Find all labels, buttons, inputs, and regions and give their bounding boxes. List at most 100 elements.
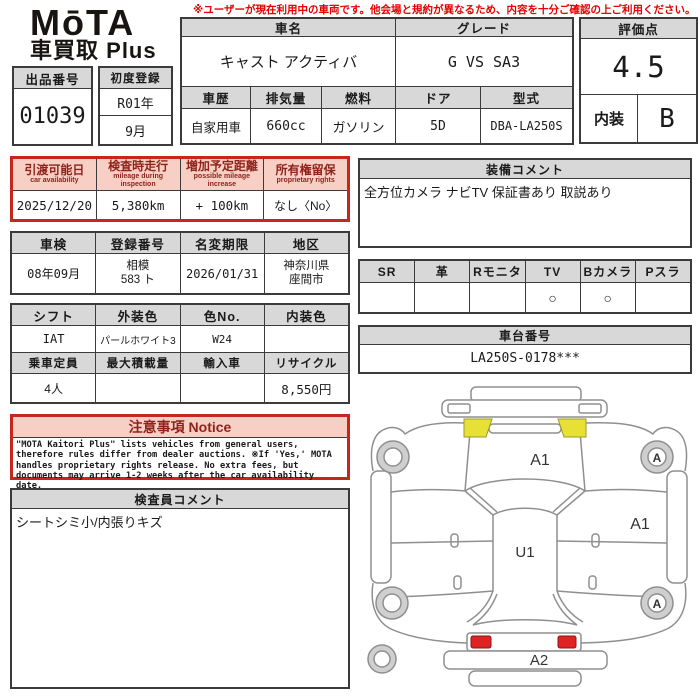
damage-mark-yellow-right bbox=[557, 418, 587, 438]
back-camera-value: ○ bbox=[581, 283, 636, 312]
damage-mark-red-right bbox=[557, 635, 577, 649]
vehicle-fuel-value: ガソリン bbox=[322, 109, 396, 143]
equipment-comment-title: 装備コメント bbox=[360, 160, 690, 179]
interior-grade-value: B bbox=[659, 103, 675, 134]
proprietary-rights-header-jp: 所有権留保 bbox=[275, 163, 336, 177]
plate-number-label: 登録番号 bbox=[96, 233, 181, 254]
recycle-label: リサイクル bbox=[264, 353, 348, 374]
district-label: 地区 bbox=[264, 233, 348, 254]
mileage-increase-header: 増加予定距離 possible mileage increase bbox=[180, 159, 265, 191]
power-slide-label: Pスラ bbox=[635, 261, 691, 283]
import-value bbox=[181, 374, 265, 402]
proprietary-rights-header-en: proprietary rights bbox=[276, 177, 335, 184]
damage-mark-red-left bbox=[470, 635, 492, 649]
color-no-value: W24 bbox=[180, 326, 265, 353]
vehicle-displacement-value: 660cc bbox=[251, 109, 322, 143]
notice-body: "MOTA Kaitori Plus" lists vehicles from … bbox=[16, 440, 332, 492]
car-damage-diagram: A1 A1 U1 A2 A A bbox=[367, 386, 688, 687]
chassis-number-label: 車台番号 bbox=[360, 327, 690, 345]
power-slide-value bbox=[636, 283, 690, 312]
vehicle-model-value: DBA-LA250S bbox=[490, 119, 563, 133]
roof-damage-label: U1 bbox=[515, 544, 534, 561]
mileage-increase-value: + 100km bbox=[181, 191, 265, 219]
rear-monitor-label: Rモニタ bbox=[470, 261, 526, 283]
door-handle bbox=[453, 575, 462, 590]
vehicle-door-value: 5D bbox=[396, 109, 481, 143]
availability-header-jp: 引渡可能日 bbox=[24, 163, 85, 177]
color-no-label: 色No. bbox=[180, 305, 265, 326]
damage-mark-yellow-left bbox=[463, 418, 493, 438]
left-side-panel bbox=[370, 470, 392, 584]
chassis-number-value: LA250S-0178*** bbox=[470, 351, 580, 366]
name-change-deadline-value: 2026/01/31 bbox=[181, 254, 265, 293]
mileage-header: 検査時走行 mileage during inspection bbox=[96, 159, 181, 191]
shaken-label: 車検 bbox=[12, 233, 97, 254]
vehicle-name-label: 車名 bbox=[182, 19, 396, 37]
rear-monitor-value bbox=[470, 283, 526, 312]
vehicle-history-value: 自家用車 bbox=[182, 109, 251, 143]
vehicle-history-label: 車歴 bbox=[182, 87, 251, 109]
door-handle bbox=[450, 533, 459, 548]
side-damage-label: A1 bbox=[630, 516, 650, 533]
inspector-comment-body: シートシミ小/内張りキズ bbox=[16, 515, 163, 530]
capacity-value: 4人 bbox=[12, 374, 97, 402]
first-registration-year: R01年 bbox=[100, 89, 171, 116]
rear-plate bbox=[468, 670, 582, 687]
front-reflector-left bbox=[447, 403, 471, 414]
leather-label: 革 bbox=[415, 261, 471, 283]
leather-value bbox=[415, 283, 471, 312]
cowl-bar bbox=[488, 423, 562, 434]
interior-label: 内装 bbox=[581, 95, 638, 142]
equipment-comment-body: 全方位カメラ ナビTV 保証書あり 取説あり bbox=[364, 185, 613, 200]
tv-label: TV bbox=[525, 261, 581, 283]
capacity-label: 乗車定員 bbox=[12, 353, 97, 374]
car-body-outline bbox=[370, 386, 688, 687]
rear-bumper bbox=[443, 650, 608, 670]
name-change-deadline-label: 名変期限 bbox=[180, 233, 265, 254]
district-value: 神奈川県 座間市 bbox=[283, 260, 330, 286]
front-bumper bbox=[441, 399, 608, 418]
hood-damage-label: A1 bbox=[530, 452, 550, 469]
mota-logo: MōTA 車買取 Plus bbox=[30, 2, 157, 62]
notice-box: 注意事項 Notice "MOTA Kaitori Plus" lists ve… bbox=[10, 414, 350, 491]
vehicle-fuel-label: 燃料 bbox=[322, 87, 396, 109]
back-camera-label: Bカメラ bbox=[580, 261, 636, 283]
sunroof-label: SR bbox=[360, 261, 416, 283]
availability-header: 引渡可能日 car availability bbox=[13, 159, 97, 191]
first-registration-label: 初度登録 bbox=[100, 68, 171, 89]
logo-title: MōTA bbox=[30, 2, 136, 43]
lot-number-table: 出品番号 01039 bbox=[12, 66, 93, 146]
front-reflector-right bbox=[578, 403, 602, 414]
interior-color-label: 内装色 bbox=[264, 305, 348, 326]
max-load-value bbox=[96, 374, 181, 402]
shift-label: シフト bbox=[12, 305, 97, 326]
score-label: 評価点 bbox=[581, 19, 696, 39]
equipment-comment-box: 装備コメント 全方位カメラ ナビTV 保証書あり 取説あり bbox=[358, 158, 692, 248]
first-registration-table: 初度登録 R01年 9月 bbox=[98, 66, 173, 146]
wheels bbox=[367, 440, 674, 674]
score-value: 4.5 bbox=[581, 39, 696, 95]
inspector-comment-title: 検査員コメント bbox=[12, 490, 348, 509]
availability-header-en: car availability bbox=[30, 177, 79, 184]
front-wheel-mark-label: A bbox=[653, 451, 662, 465]
door-handle bbox=[588, 575, 597, 590]
mileage-increase-header-en: possible mileage increase bbox=[193, 173, 251, 188]
rear-bumper-damage-label: A2 bbox=[530, 652, 548, 669]
vehicle-grade-label: グレード bbox=[396, 19, 572, 37]
first-registration-month: 9月 bbox=[125, 124, 146, 140]
import-label: 輸入車 bbox=[180, 353, 265, 374]
vehicle-name-value: キャスト アクティバ bbox=[182, 37, 396, 87]
inspector-comment-box: 検査員コメント シートシミ小/内張りキズ bbox=[10, 488, 350, 689]
top-warning-text: ※ユーザーが現在利用中の車両です。他会場と規約が異なるため、内容を十分ご確認の上… bbox=[193, 4, 696, 16]
lot-number-value: 01039 bbox=[19, 104, 86, 129]
max-load-label: 最大積載量 bbox=[96, 353, 181, 374]
availability-table: 引渡可能日 car availability 検査時走行 mileage durin… bbox=[10, 156, 350, 222]
mileage-value: 5,380km bbox=[97, 191, 181, 219]
mileage-header-en: mileage during inspection bbox=[113, 173, 164, 188]
specs-table: シフト 外装色 色No. 内装色 IAT パールホワイト3 W24 乗車定員 最… bbox=[10, 303, 350, 404]
recycle-value: 8,550円 bbox=[281, 381, 332, 397]
exterior-color-value: パールホワイト3 bbox=[96, 326, 181, 353]
equipment-table: SR 革 Rモニタ TV Bカメラ Pスラ ○ ○ bbox=[358, 259, 692, 314]
shaken-value: 08年09月 bbox=[12, 254, 97, 293]
